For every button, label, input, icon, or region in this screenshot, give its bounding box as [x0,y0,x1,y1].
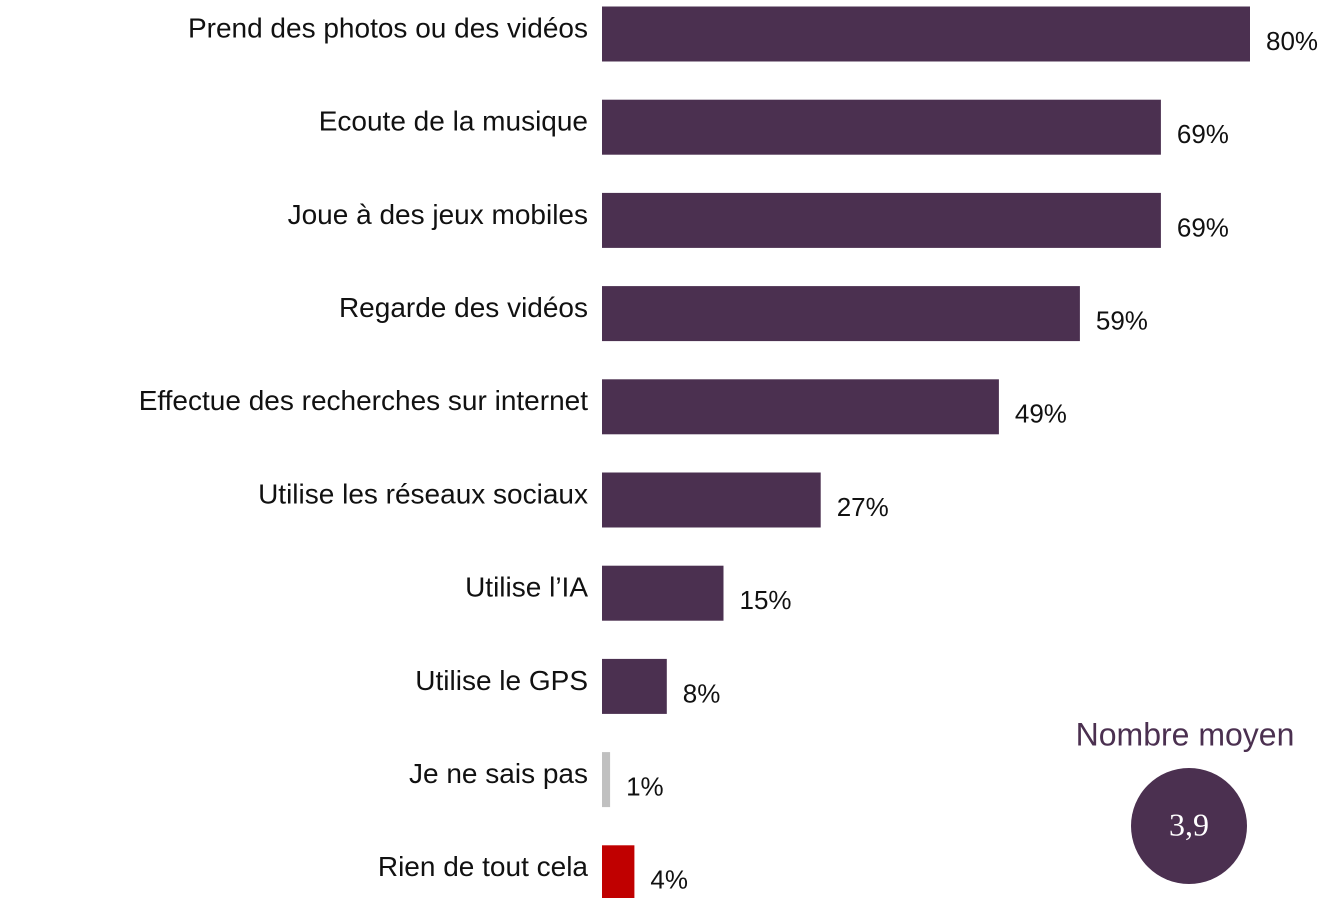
category-label: Utilise les réseaux sociaux [258,478,588,509]
category-label: Utilise le GPS [415,665,588,696]
category-label: Effectue des recherches sur internet [139,385,589,416]
bar [602,752,611,808]
value-label: 15% [740,585,792,615]
value-label: 69% [1177,212,1229,242]
bar [602,472,821,528]
bar [602,379,999,435]
category-label: Ecoute de la musique [319,106,588,137]
value-label: 69% [1177,119,1229,149]
value-label: 4% [650,865,688,895]
bar [602,565,724,621]
bar [602,99,1161,155]
value-label: 49% [1015,399,1067,429]
value-label: 59% [1096,305,1148,335]
category-label: Prend des photos ou des vidéos [188,12,588,43]
category-label: Utilise l’IA [465,572,588,603]
value-label: 8% [683,678,721,708]
value-label: 27% [837,492,889,522]
bar [602,6,1250,62]
bar [602,845,635,898]
annotation-value: 3,9 [1169,806,1209,842]
value-label: 1% [626,771,664,801]
category-label: Joue à des jeux mobiles [288,199,588,230]
category-label: Rien de tout cela [378,851,589,882]
category-label: Regarde des vidéos [339,292,588,323]
bar [602,658,667,714]
bar [602,286,1080,342]
value-label: 80% [1266,26,1318,56]
annotation-circle [1131,768,1247,884]
annotation-label: Nombre moyen [1076,716,1295,752]
bar [602,192,1161,248]
category-label: Je ne sais pas [409,758,588,789]
